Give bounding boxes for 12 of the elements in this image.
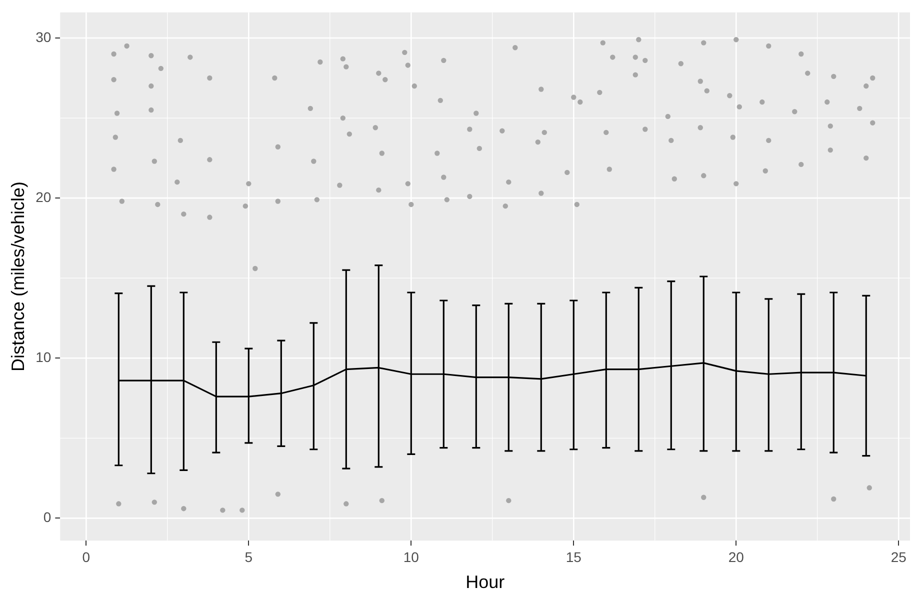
y-axis-title: Distance (miles/vehicle): [8, 181, 28, 372]
x-tick-label: 10: [403, 548, 420, 565]
y-tick-label: 0: [43, 509, 52, 526]
x-axis-title: Hour: [466, 572, 505, 592]
x-tick-label: 0: [82, 548, 90, 565]
x-tick-label: 5: [244, 548, 253, 565]
y-tick-label: 20: [36, 188, 52, 205]
y-tick-label: 10: [36, 348, 52, 365]
x-tick-label: 25: [890, 548, 907, 565]
y-tick-label: 30: [36, 28, 52, 45]
x-tick-label: 15: [566, 548, 582, 565]
x-tick-label: 20: [728, 548, 744, 565]
